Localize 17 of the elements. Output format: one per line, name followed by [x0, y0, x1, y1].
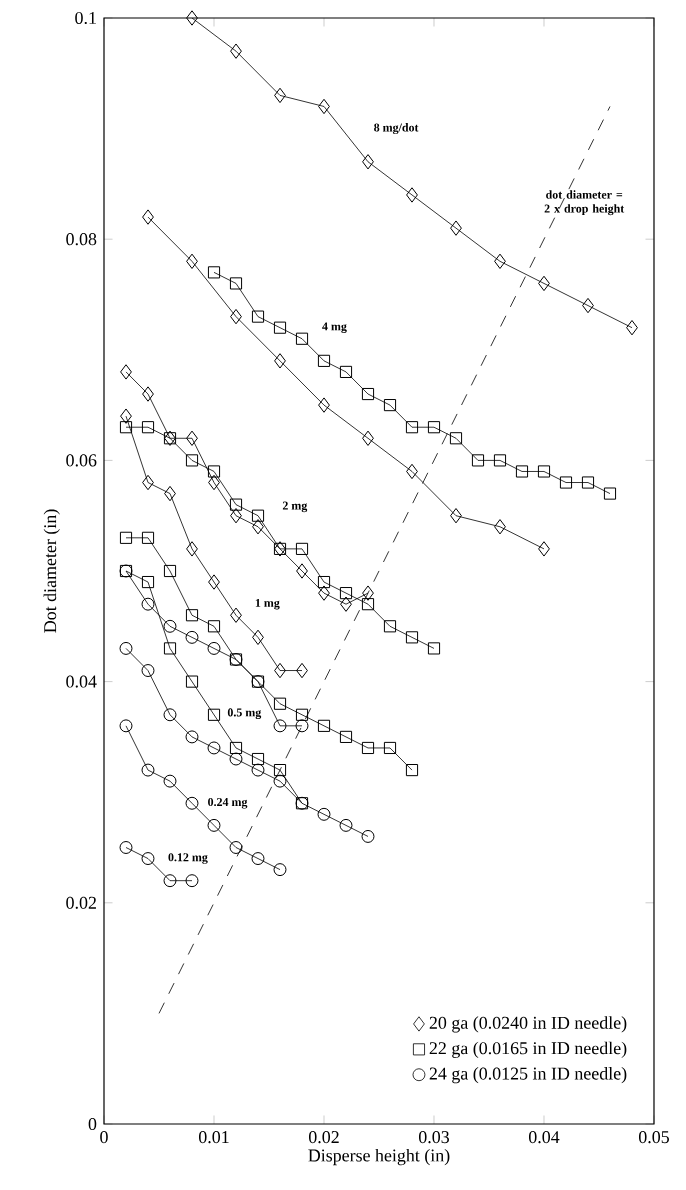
x-tick-label: 0.04: [528, 1131, 560, 1144]
y-tick-label: 0.04: [66, 675, 97, 688]
x-tick-label: 0.01: [199, 1131, 229, 1144]
x-tick-label: 0: [100, 1131, 108, 1144]
x-axis-title: Disperse height (in): [308, 1148, 450, 1166]
y-tick-label: 0.1: [75, 11, 96, 25]
legend-label: 24 ga (0.0125 in ID needle): [429, 1067, 627, 1084]
x-tick-label: 0.05: [638, 1131, 669, 1144]
y-tick-label: 0.06: [66, 454, 97, 467]
y-tick-label: 0.08: [66, 233, 97, 246]
y-axis-title: Dot diameter (in): [43, 509, 60, 633]
x-tick-label: 0.02: [308, 1131, 339, 1144]
legend-label: 20 ga (0.0240 in ID needle): [429, 1016, 627, 1033]
y-tick-label: 0: [88, 1117, 97, 1131]
y-tick-label: 0.02: [66, 896, 96, 909]
x-tick-label: 0.03: [418, 1131, 449, 1144]
legend-label: 22 ga (0.0165 in ID needle): [429, 1041, 627, 1058]
